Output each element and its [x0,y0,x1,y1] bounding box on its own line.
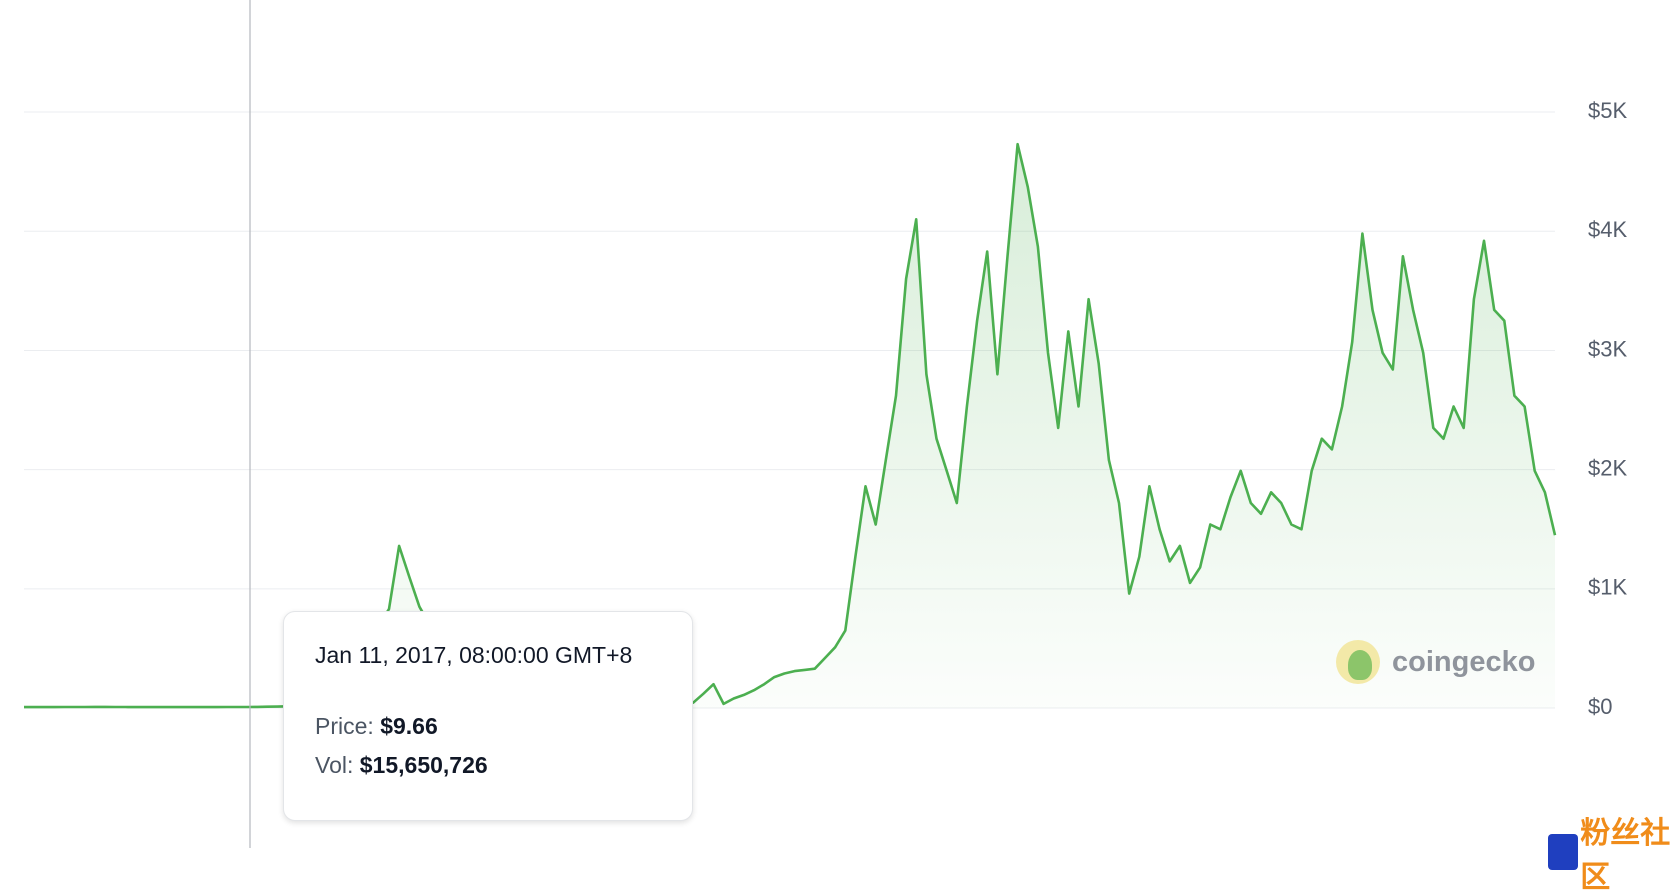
area [24,144,1555,709]
volume-label: Vol: [315,752,354,778]
y-tick-label: $5K [1588,98,1627,123]
plot [24,142,1557,709]
y-tick-label: $1K [1588,575,1627,600]
y-tick-label: $6K [1588,0,1627,4]
watermark-logo [1336,640,1380,684]
y-tick-label: $4K [1588,217,1627,242]
volume-value: $15,650,726 [359,752,488,778]
y-tick-label: $0 [1588,694,1612,719]
y-tick-label: $2K [1588,455,1627,480]
page: $0 $1K $2K $3K $4K $5K $6K Jan 11, 2017, 08:00… [24,0,1671,894]
tooltip-volume: Vol: $15,650,726 [315,752,661,779]
watermark-text: coingecko [1392,645,1536,678]
badge-icon [1548,834,1579,870]
y-tick-label: $3K [1588,336,1627,361]
tooltip-date: Jan 11, 2017, 08:00:00 GMT+8 [315,642,633,668]
tooltip: Jan 11, 2017, 08:00:00 GMT+8 Price: $9.6… [283,611,693,821]
price-label: Price: [315,713,374,739]
corner-badge: 粉丝社区 [1548,808,1676,896]
tooltip-price: Price: $9.66 [315,713,661,740]
watermark: coingecko [1336,640,1535,684]
grid: $0 $1K $2K $3K $4K $5K $6K [24,0,1627,719]
badge-text: 粉丝社区 [1580,817,1671,894]
chart: $0 $1K $2K $3K $4K $5K $6K [24,0,1627,848]
price-line [24,142,1557,709]
price-value: $9.66 [380,713,438,739]
